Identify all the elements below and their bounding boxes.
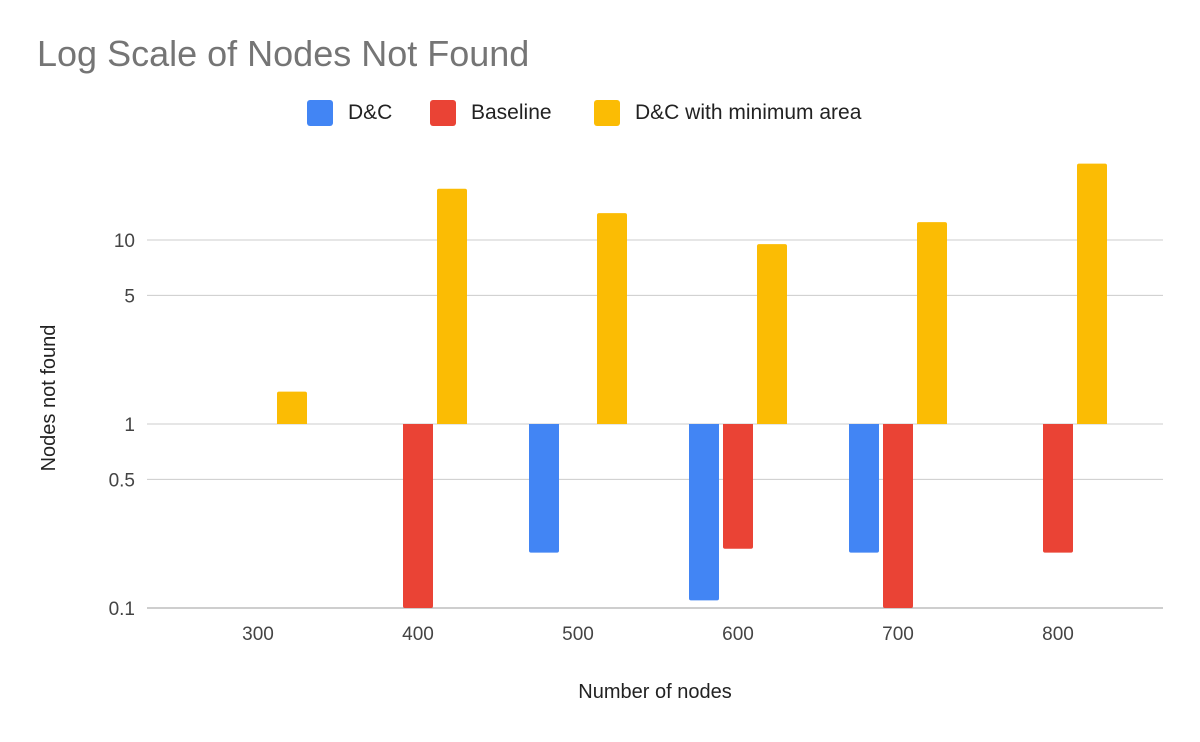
y-tick-label: 10 xyxy=(114,231,135,252)
bars xyxy=(277,163,1107,608)
bar xyxy=(1077,163,1107,424)
y-axis-title: Nodes not found xyxy=(38,325,60,472)
bar xyxy=(529,424,559,553)
x-axis-ticks: 300 400 500 600 700 800 xyxy=(242,624,1074,645)
y-tick-label: 5 xyxy=(124,286,135,307)
y-tick-label: 1 xyxy=(124,415,135,436)
bar xyxy=(757,244,787,424)
bar xyxy=(277,391,307,424)
legend-item-dc: D&C xyxy=(307,99,392,127)
bar xyxy=(883,424,913,608)
y-axis-ticks: 0.1 0.5 1 5 10 xyxy=(109,231,135,620)
x-axis-title: Number of nodes xyxy=(578,681,731,703)
legend-item-baseline: Baseline xyxy=(430,99,552,127)
gridlines xyxy=(147,239,1163,609)
legend-label-dc: D&C xyxy=(348,101,393,124)
legend-swatch-dc-min-area xyxy=(594,100,620,126)
bar xyxy=(403,424,433,608)
bar xyxy=(723,424,753,549)
x-tick-label: 700 xyxy=(882,624,914,645)
x-tick-label: 500 xyxy=(562,624,594,645)
y-tick-label: 0.5 xyxy=(109,470,135,491)
legend-label-baseline: Baseline xyxy=(471,101,552,124)
x-tick-label: 400 xyxy=(402,624,434,645)
bar xyxy=(437,188,467,424)
legend-item-dc-min-area: D&C with minimum area xyxy=(594,99,861,127)
bar xyxy=(597,213,627,424)
bar xyxy=(689,424,719,601)
bar xyxy=(1043,424,1073,553)
bar xyxy=(917,222,947,424)
legend-swatch-baseline xyxy=(430,100,456,126)
legend: D&C Baseline D&C with minimum area xyxy=(0,99,1200,127)
legend-swatch-dc xyxy=(307,100,333,126)
legend-label-dc-min-area: D&C with minimum area xyxy=(635,101,862,124)
chart-title: Log Scale of Nodes Not Found xyxy=(37,33,530,74)
bar xyxy=(849,424,879,553)
y-tick-label: 0.1 xyxy=(109,599,135,620)
x-tick-label: 300 xyxy=(242,624,274,645)
x-tick-label: 600 xyxy=(722,624,754,645)
x-tick-label: 800 xyxy=(1042,624,1074,645)
